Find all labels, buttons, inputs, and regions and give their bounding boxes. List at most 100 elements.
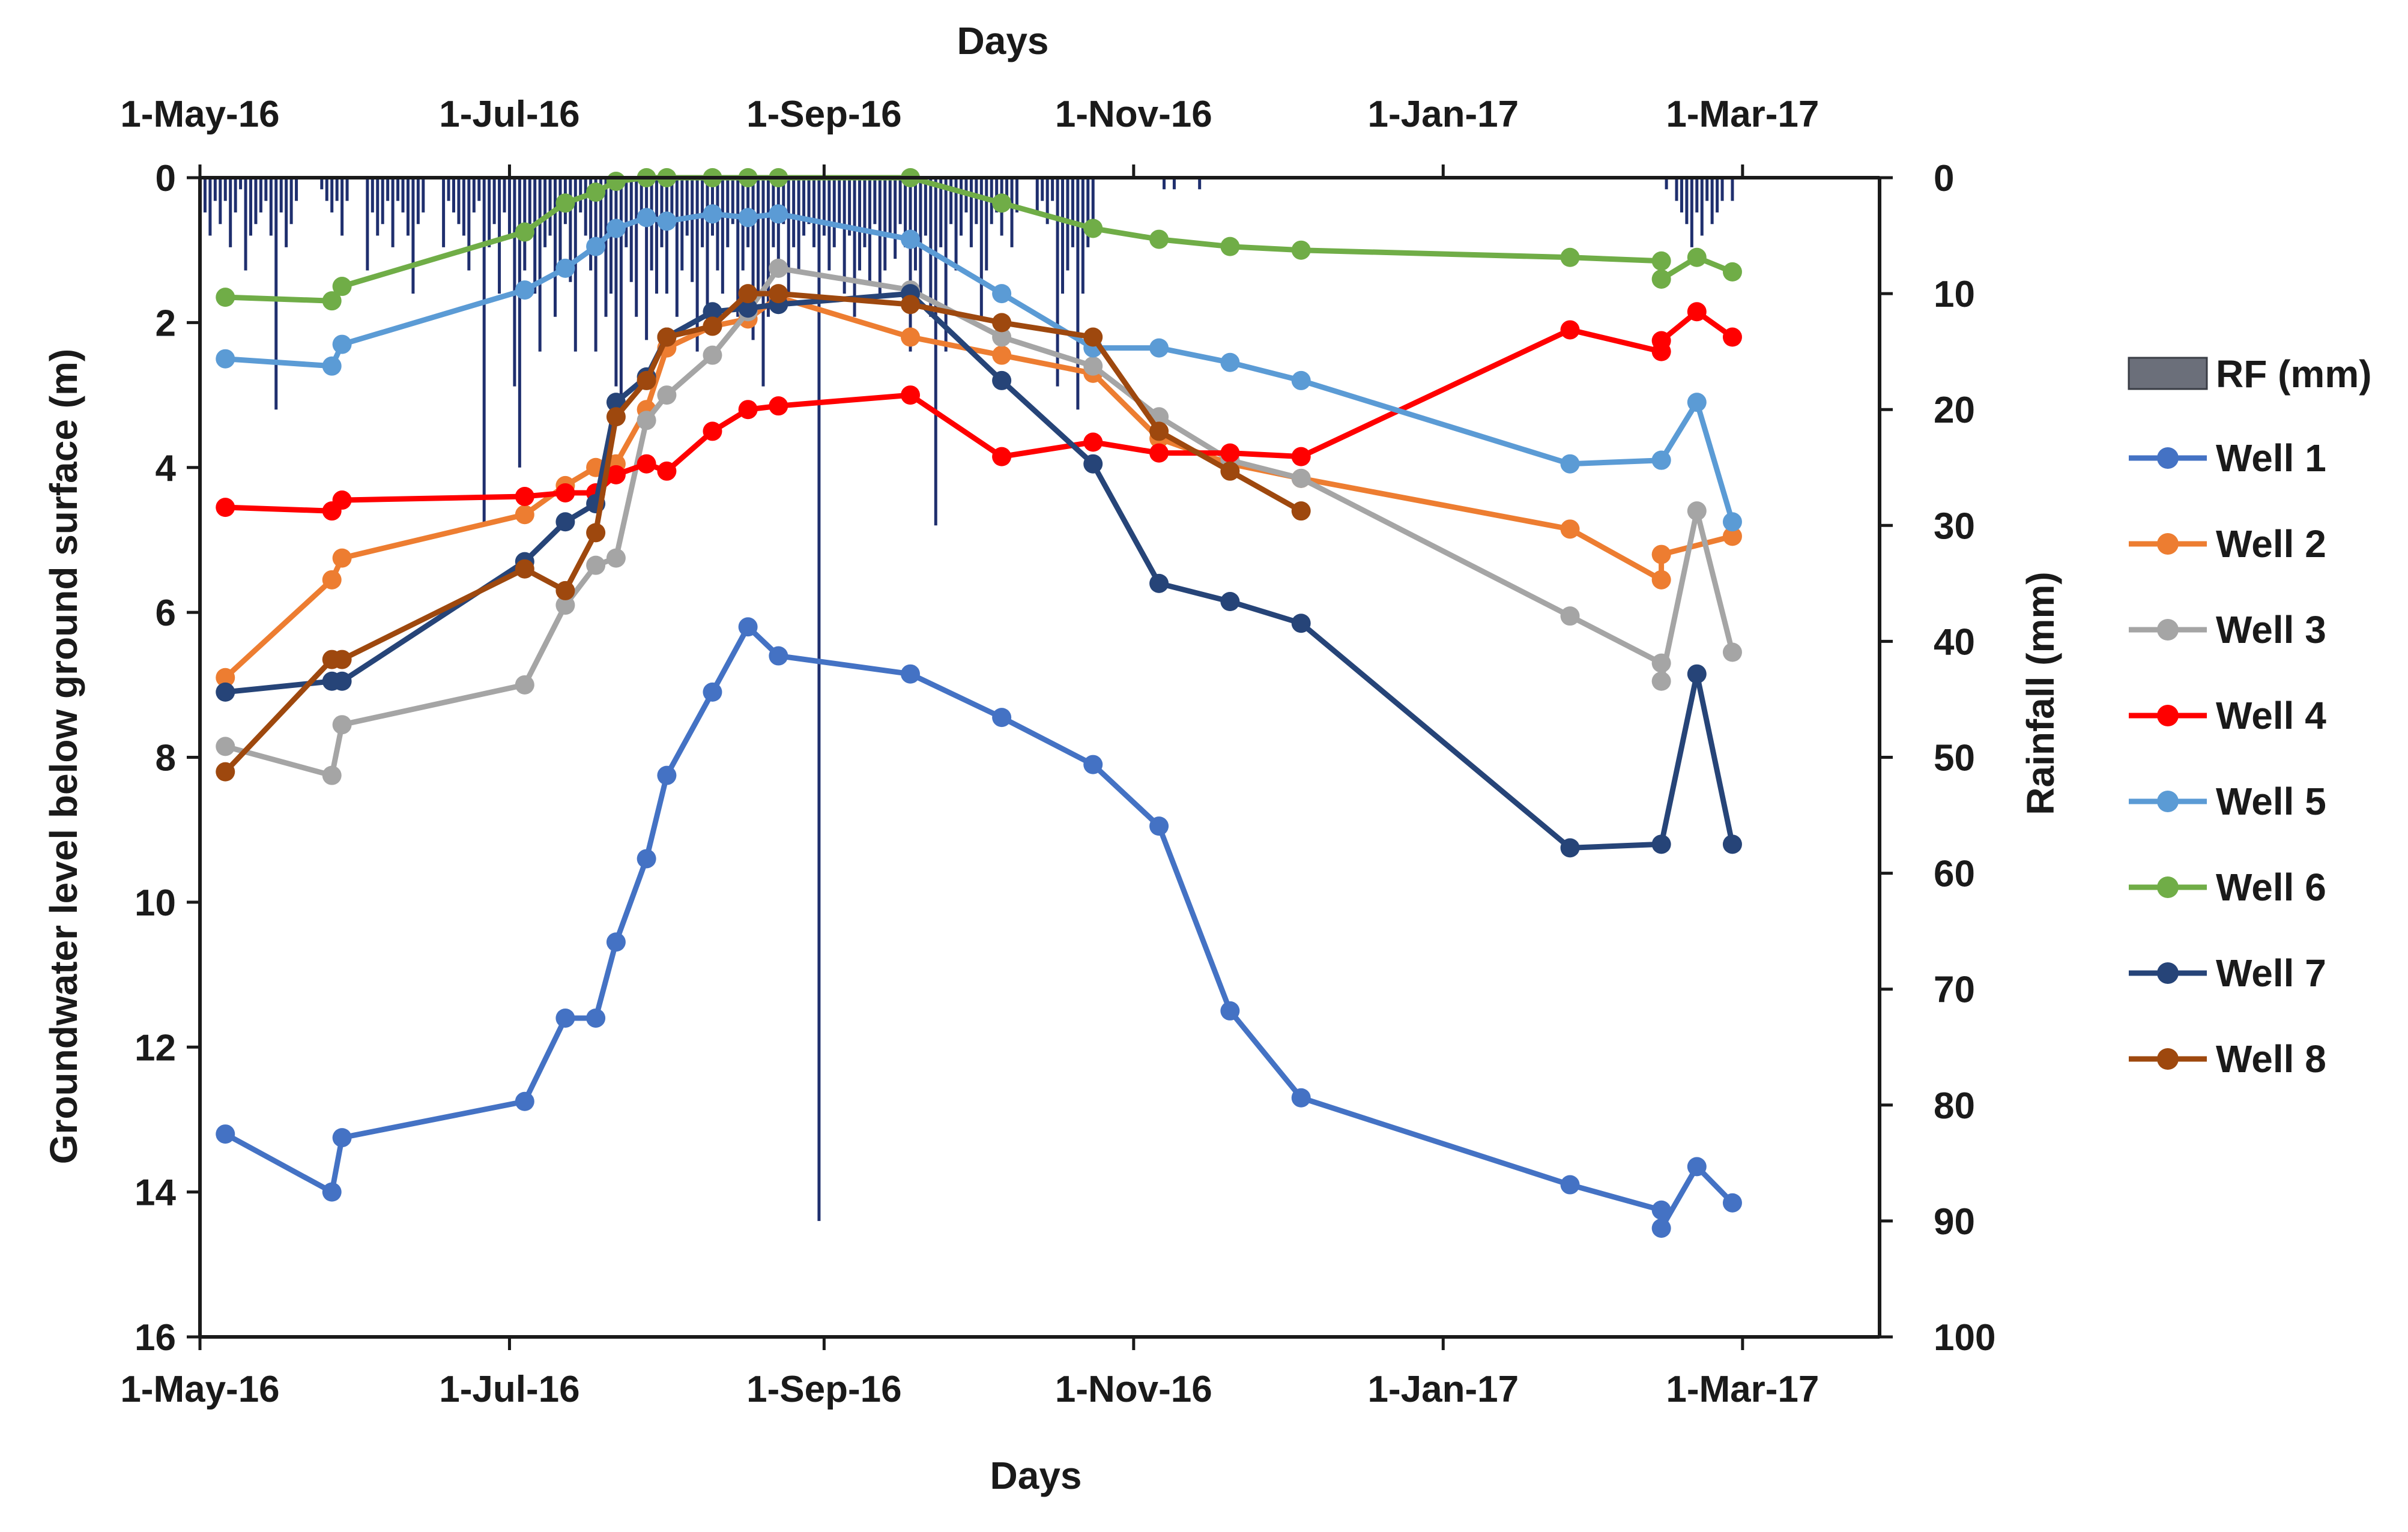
well-7-marker (1722, 834, 1742, 854)
well-6-marker (1687, 247, 1707, 267)
well-2-marker (515, 505, 534, 525)
well-8-marker (1083, 327, 1103, 347)
well-7-marker (1560, 838, 1580, 858)
well-2-marker (1651, 570, 1671, 590)
bottom-x-tick-label: 1-Jan-17 (1367, 1369, 1519, 1410)
top-x-tick-label: 1-Sep-16 (746, 94, 901, 135)
well-6-marker (1651, 251, 1671, 271)
legend-well-8-label: Well 8 (2216, 1037, 2326, 1081)
legend-well-1-marker (2157, 447, 2179, 469)
well-3-marker (555, 596, 575, 615)
well-4-marker (332, 490, 352, 510)
well-1-marker (332, 1128, 352, 1148)
well-1-marker (657, 765, 677, 785)
legend-well-6-marker (2157, 876, 2179, 898)
well-3-marker (1722, 642, 1742, 662)
well-5-marker (1722, 512, 1742, 532)
well-2-marker (1560, 519, 1580, 539)
legend-rainfall-swatch (2128, 357, 2208, 390)
well-8-line (223, 291, 1302, 774)
well-8-marker (555, 581, 575, 600)
well-4-marker (1149, 443, 1169, 463)
legend-well-8-marker (2157, 1048, 2179, 1070)
well-3-marker (637, 411, 656, 430)
well-4-marker (1651, 331, 1671, 351)
bottom-x-tick-label: 1-Mar-17 (1666, 1369, 1819, 1410)
well-7-marker (992, 370, 1012, 390)
left-y-tick-label: 6 (156, 593, 176, 634)
top-x-tick-label: 1-Mar-17 (1666, 94, 1819, 135)
well-3-marker (322, 765, 342, 785)
well-2-marker (1722, 526, 1742, 546)
well-5-marker (1687, 393, 1707, 412)
well-5-marker (769, 204, 788, 224)
well-3-marker (1687, 501, 1707, 521)
well-3-marker (1560, 606, 1580, 626)
well-8-marker (637, 370, 656, 390)
right-y-tick-label: 20 (1934, 390, 1975, 431)
well-2-marker (901, 327, 921, 347)
well-5-marker (332, 334, 352, 354)
well-7-marker (738, 298, 758, 318)
well-8-marker (332, 650, 352, 669)
well-1-marker (586, 1008, 606, 1028)
well-4-marker (1560, 320, 1580, 340)
well-6-marker (515, 222, 534, 242)
legend-well-1-label: Well 1 (2216, 436, 2326, 480)
right-y-tick-label: 0 (1934, 158, 1954, 199)
left-y-tick-label: 0 (156, 158, 176, 199)
legend-well-7-label: Well 7 (2216, 951, 2326, 995)
well-6-marker (606, 172, 626, 192)
well-7-marker (216, 682, 235, 702)
well-8-marker (586, 523, 606, 543)
well-8-marker (738, 284, 758, 304)
well-4-marker (216, 498, 235, 517)
well-8-marker (703, 316, 722, 336)
well-4-marker (1083, 432, 1103, 452)
well-5-marker (657, 211, 677, 231)
right-y-tick-label: 30 (1934, 505, 1975, 547)
well-5-marker (1220, 352, 1240, 372)
bottom-x-tick-label: 1-Sep-16 (746, 1369, 901, 1410)
well-1-marker (1149, 816, 1169, 836)
well-7-marker (555, 512, 575, 532)
well-5-marker (586, 237, 606, 256)
well-2-marker (332, 548, 352, 568)
well-8-marker (769, 284, 788, 304)
well-3-marker (657, 385, 677, 405)
well-8-marker (901, 295, 921, 315)
left-y-tick-label: 16 (135, 1317, 176, 1359)
well-5-marker (738, 208, 758, 228)
well-1-marker (216, 1124, 235, 1144)
well-4-marker (637, 454, 656, 474)
left-y-tick-label: 4 (156, 448, 177, 489)
well-6-marker (586, 182, 606, 202)
well-7-marker (1149, 573, 1169, 593)
top-x-tick-label: 1-Jan-17 (1367, 94, 1519, 135)
well-1-marker (1291, 1088, 1311, 1108)
legend-well-5-marker (2157, 791, 2179, 812)
well-3-marker (216, 737, 235, 756)
well-6-marker (1220, 237, 1240, 256)
top-x-tick-label: 1-Nov-16 (1055, 94, 1212, 135)
well-1-marker (1687, 1157, 1707, 1177)
well-1-marker (1560, 1175, 1580, 1195)
well-6-marker (216, 288, 235, 307)
well-6-marker (992, 193, 1012, 213)
axes: 0 2 4 6 8 10 12 14 16 0 10 20 30 40 50 60 70 80 90 100 1-May… (120, 94, 1995, 1410)
top-x-tick-label: 1-Jul-16 (439, 94, 579, 135)
well-7-marker (1687, 664, 1707, 684)
well-1-marker (1083, 755, 1103, 774)
left-y-tick-label: 14 (135, 1172, 176, 1214)
right-y-tick-label: 60 (1934, 854, 1975, 895)
left-y-tick-label: 2 (156, 303, 176, 344)
legend-well-3-label: Well 3 (2216, 608, 2326, 651)
well-1-marker (703, 682, 722, 702)
well-1-marker (322, 1182, 342, 1202)
well-1-marker (738, 617, 758, 637)
well-5-line (225, 211, 1735, 523)
well-4-marker (515, 487, 534, 507)
well-1-marker (1651, 1218, 1671, 1238)
left-y-tick-label: 10 (135, 882, 176, 924)
